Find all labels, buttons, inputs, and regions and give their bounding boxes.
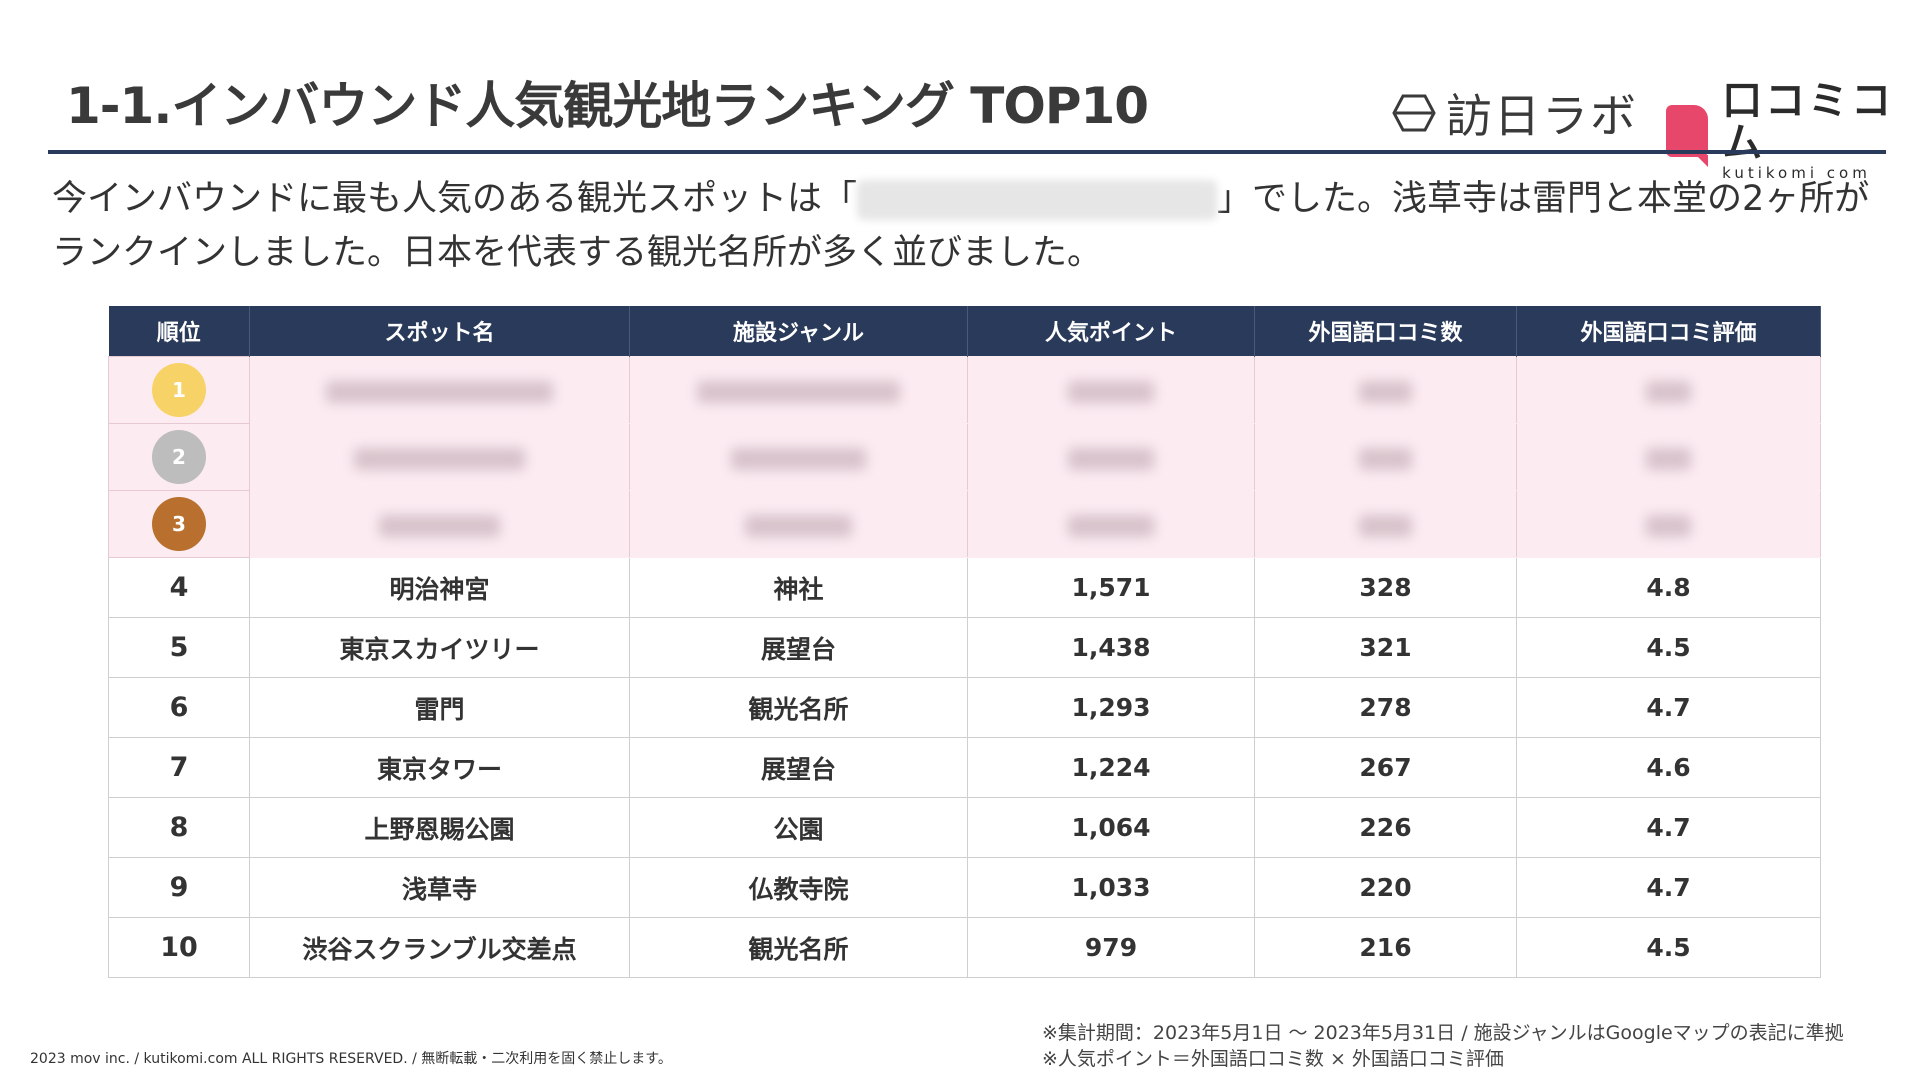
table-row: 7 東京タワー 展望台 1,224 267 4.6: [108, 737, 1821, 798]
gold-medal-badge: 1: [152, 363, 206, 417]
cell-genre: 神社: [629, 557, 968, 618]
cell-review-count: 321: [1254, 617, 1517, 678]
cell-spot-name: 上野恩賜公園: [249, 797, 630, 858]
cell-rank: 9: [108, 857, 250, 918]
kutikomi-logo: 口コミコム kutikomi com: [1666, 80, 1919, 182]
cell-review-rating: 4.5: [1516, 617, 1821, 678]
cell-review-rating: 4.8: [1516, 557, 1821, 618]
blurred-cell: [354, 447, 525, 470]
footnotes: ※集計期間：2023年5月1日 〜 2023年5月31日 / 施設ジャンルはGo…: [1042, 1020, 1844, 1072]
houjin-logo-icon: [1392, 94, 1436, 132]
cell-review-count: 278: [1254, 677, 1517, 738]
cell-review-count: 328: [1254, 557, 1517, 618]
cell-points: 1,224: [967, 737, 1255, 798]
blurred-cell: [731, 447, 866, 470]
header-review-rating: 外国語口コミ評価: [1516, 306, 1821, 357]
header-genre: 施設ジャンル: [629, 306, 968, 357]
blurred-cell: [1645, 447, 1692, 470]
table-row: 5 東京スカイツリー 展望台 1,438 321 4.5: [108, 617, 1821, 678]
cell-rank: 10: [108, 917, 250, 978]
cell-review-count: 226: [1254, 797, 1517, 858]
table-row: 6 雷門 観光名所 1,293 278 4.7: [108, 677, 1821, 738]
cell-genre: 仏教寺院: [629, 857, 968, 918]
blurred-cell: [378, 514, 501, 537]
cell-spot-name: 明治神宮: [249, 557, 630, 618]
cell-rank: 6: [108, 677, 250, 738]
blurred-cell: [1645, 514, 1692, 537]
speech-bubble-icon: [1666, 105, 1709, 167]
header-points: 人気ポイント: [967, 306, 1255, 357]
cell-spot-name: 浅草寺: [249, 857, 630, 918]
blurred-spot-name: [857, 180, 1218, 220]
blurred-cell: [697, 380, 900, 403]
table-row: 4 明治神宮 神社 1,571 328 4.8: [108, 557, 1821, 618]
houjin-logo-text: 訪日ラボ: [1446, 89, 1638, 143]
cell-points: 1,438: [967, 617, 1255, 678]
houjin-lab-logo: 訪日ラボ: [1392, 80, 1638, 146]
blurred-cell: [1068, 447, 1154, 470]
cell-review-rating: 4.7: [1516, 677, 1821, 738]
table-row: 10 渋谷スクランブル交差点 観光名所 979 216 4.5: [108, 917, 1821, 978]
blurred-cell: [1068, 514, 1154, 537]
table-row-top3: 3: [108, 490, 1821, 558]
kutikomi-logo-subtext: kutikomi com: [1722, 164, 1871, 182]
table-row: 9 浅草寺 仏教寺院 1,033 220 4.7: [108, 857, 1821, 918]
bronze-medal-badge: 3: [152, 497, 206, 551]
cell-spot-name: 雷門: [249, 677, 630, 738]
lead-text-part1: 今インバウンドに最も人気のある観光スポットは「: [52, 179, 858, 219]
ranking-table: 順位 スポット名 施設ジャンル 人気ポイント 外国語口コミ数 外国語口コミ評価 …: [108, 306, 1821, 978]
cell-review-count: 220: [1254, 857, 1517, 918]
blurred-cell: [744, 514, 853, 537]
cell-points: 1,033: [967, 857, 1255, 918]
cell-review-rating: 4.7: [1516, 857, 1821, 918]
cell-points: 1,064: [967, 797, 1255, 858]
cell-points: 1,293: [967, 677, 1255, 738]
blurred-cell: [1068, 380, 1154, 403]
cell-genre: 展望台: [629, 737, 968, 798]
cell-review-rating: 4.7: [1516, 797, 1821, 858]
cell-points: 979: [967, 917, 1255, 978]
blurred-cell: [325, 380, 554, 403]
cell-review-count: 216: [1254, 917, 1517, 978]
cell-rank: 5: [108, 617, 250, 678]
table-row-top1: 1: [108, 356, 1821, 424]
cell-review-rating: 4.5: [1516, 917, 1821, 978]
blurred-cell: [1359, 380, 1412, 403]
blurred-cell: [1645, 380, 1692, 403]
cell-genre: 展望台: [629, 617, 968, 678]
table-header-row: 順位 スポット名 施設ジャンル 人気ポイント 外国語口コミ数 外国語口コミ評価: [108, 306, 1821, 357]
silver-medal-badge: 2: [152, 430, 206, 484]
cell-review-rating: 4.6: [1516, 737, 1821, 798]
blurred-cell: [1359, 514, 1412, 537]
footnote-period: ※集計期間：2023年5月1日 〜 2023年5月31日 / 施設ジャンルはGo…: [1042, 1022, 1844, 1044]
cell-review-count: 267: [1254, 737, 1517, 798]
cell-spot-name: 東京タワー: [249, 737, 630, 798]
header-spot-name: スポット名: [249, 306, 630, 357]
table-row: 8 上野恩賜公園 公園 1,064 226 4.7: [108, 797, 1821, 858]
footnote-formula: ※人気ポイント＝外国語口コミ数 × 外国語口コミ評価: [1042, 1048, 1504, 1070]
header-review-count: 外国語口コミ数: [1254, 306, 1517, 357]
blurred-cell: [1359, 447, 1412, 470]
cell-spot-name: 渋谷スクランブル交差点: [249, 917, 630, 978]
cell-genre: 公園: [629, 797, 968, 858]
cell-genre: 観光名所: [629, 917, 968, 978]
table-row-top2: 2: [108, 423, 1821, 491]
lead-text-part2: 」でした。浅草寺は雷門と本堂の2ヶ所がランクインしました。日本を代表する観光名所…: [52, 179, 1870, 273]
cell-rank: 7: [108, 737, 250, 798]
cell-rank: 4: [108, 557, 250, 618]
kutikomi-logo-text: 口コミコム: [1722, 78, 1895, 166]
cell-genre: 観光名所: [629, 677, 968, 738]
page-title: 1-1.インバウンド人気観光地ランキング TOP10: [66, 77, 1149, 135]
cell-spot-name: 東京スカイツリー: [249, 617, 630, 678]
header-rank: 順位: [108, 306, 250, 357]
copyright-text: 2023 mov inc. / kutikomi.com ALL RIGHTS …: [30, 1051, 672, 1067]
title-divider: [48, 150, 1886, 154]
cell-points: 1,571: [967, 557, 1255, 618]
cell-rank: 8: [108, 797, 250, 858]
lead-text: 今インバウンドに最も人気のある観光スポットは「 」でした。浅草寺は雷門と本堂の2ヶ…: [52, 172, 1882, 280]
